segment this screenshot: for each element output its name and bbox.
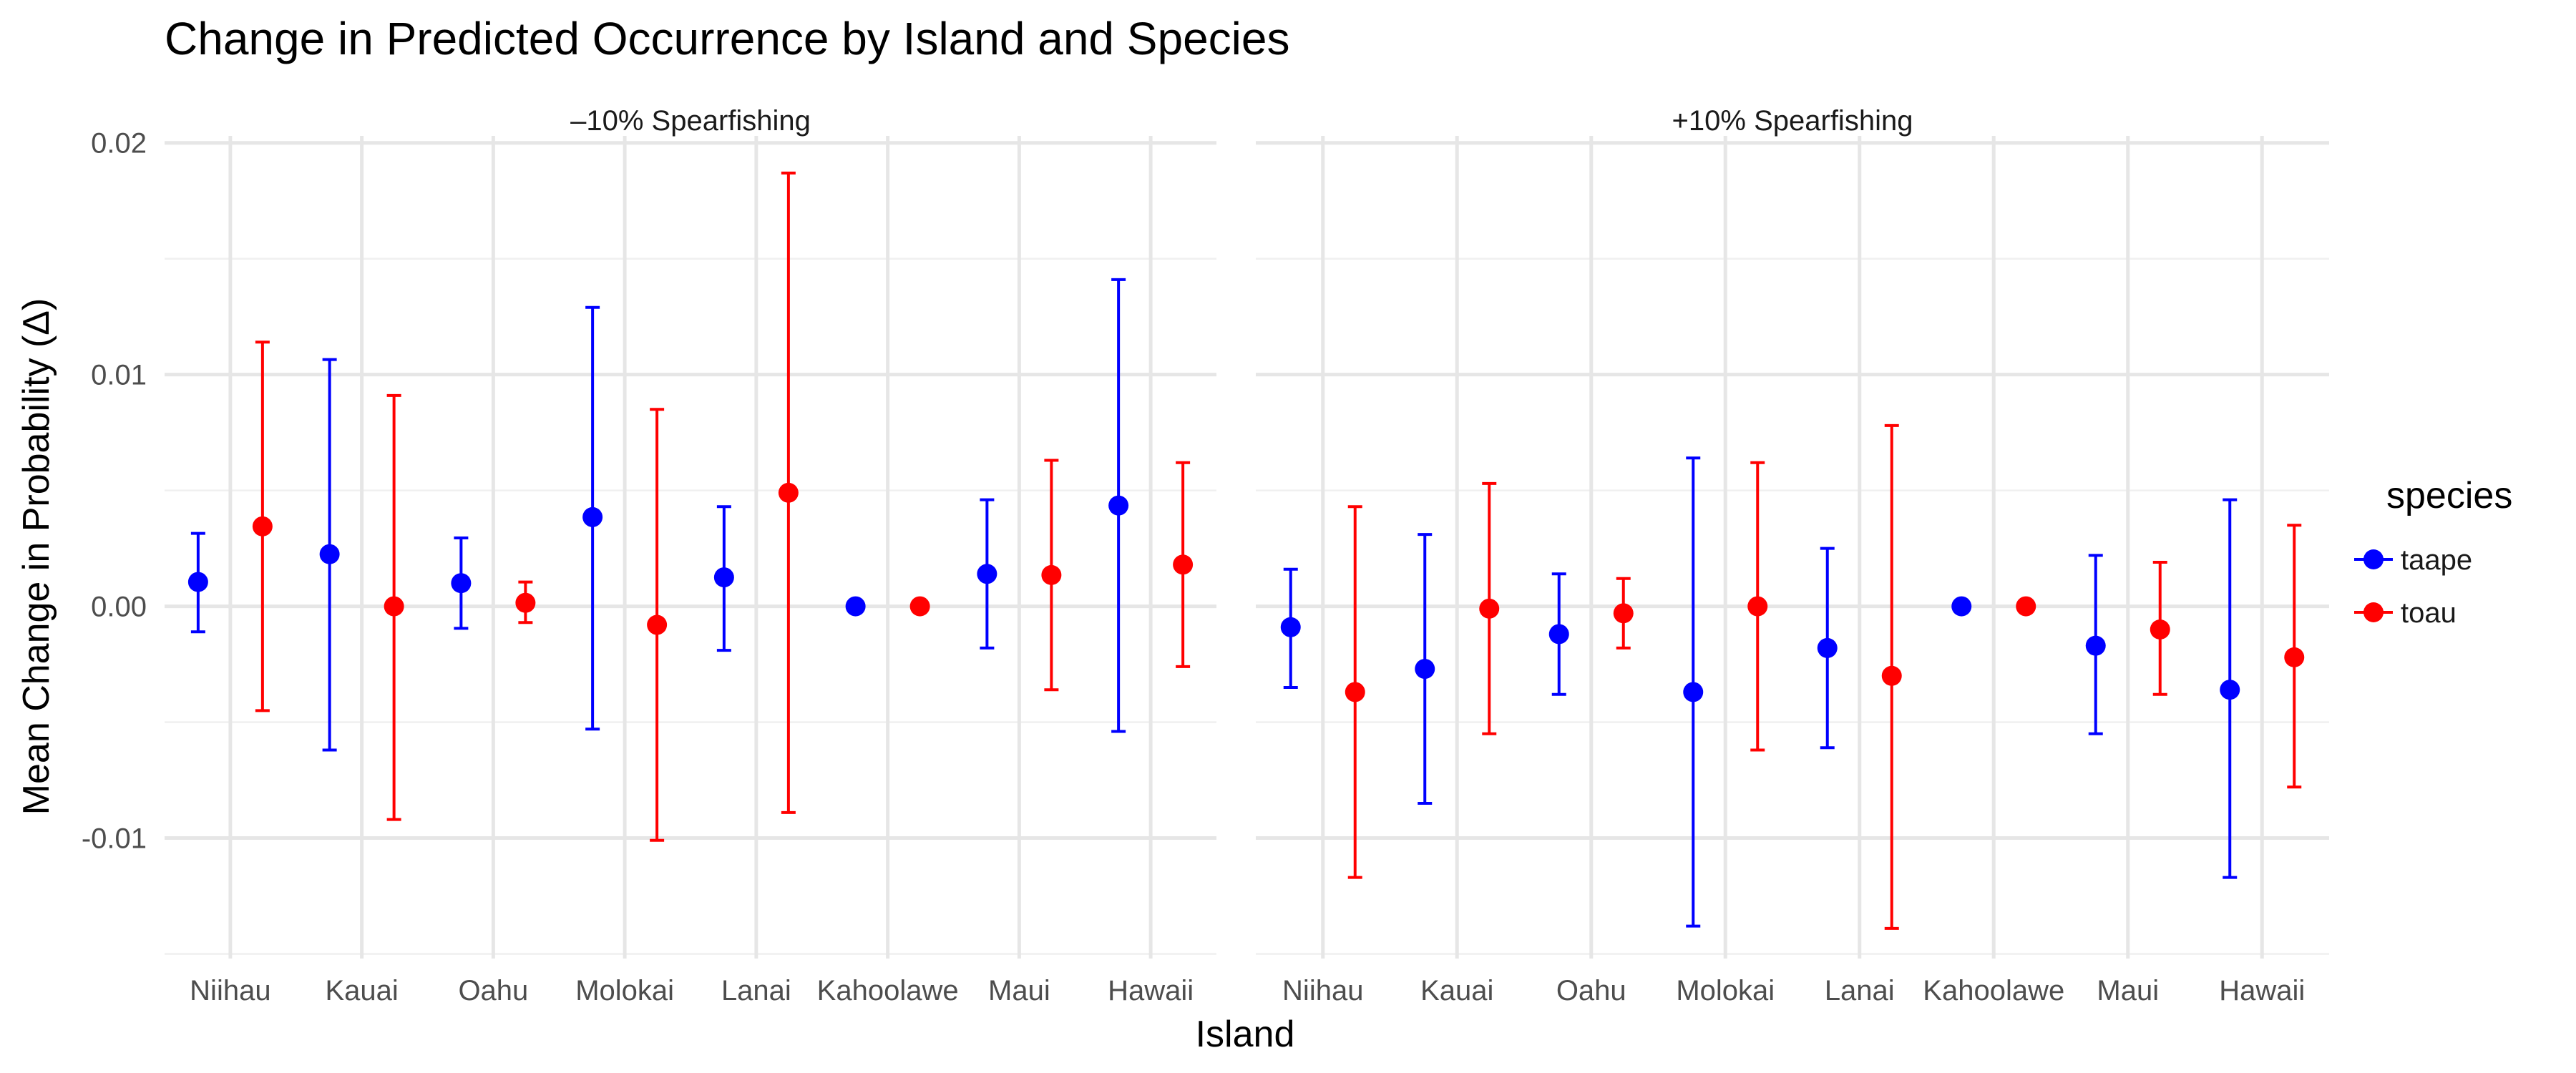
point-toau-kahoolawe xyxy=(909,596,930,617)
point-taape-kauai xyxy=(1415,659,1435,680)
x-tick-label-kahoolawe: Kahoolawe xyxy=(1923,975,2064,1006)
point-taape-maui xyxy=(2085,635,2106,656)
x-tick-label-kahoolawe: Kahoolawe xyxy=(817,975,959,1006)
point-taape-oahu xyxy=(451,573,472,594)
point-toau-lanai xyxy=(1881,665,1902,686)
point-toau-oahu xyxy=(1613,603,1634,624)
point-taape-oahu xyxy=(1548,624,1569,645)
point-taape-kahoolawe xyxy=(845,596,866,617)
point-taape-kauai xyxy=(319,544,340,564)
point-taape-kahoolawe xyxy=(1951,596,1972,617)
panel-strip-label: +10% Spearfishing xyxy=(1672,105,1913,137)
point-toau-oahu xyxy=(515,592,536,613)
y-tick-label: 0.01 xyxy=(91,360,147,391)
legend-label: taape xyxy=(2401,544,2472,576)
point-toau-niihau xyxy=(1345,682,1365,702)
x-tick-label-maui: Maui xyxy=(2097,975,2159,1006)
point-toau-maui xyxy=(2150,619,2170,640)
x-tick-label-niihau: Niihau xyxy=(1282,975,1363,1006)
point-toau-molokai xyxy=(1747,596,1768,617)
legend-item-toau: toau xyxy=(2354,597,2457,629)
x-tick-label-lanai: Lanai xyxy=(721,975,791,1006)
point-taape-hawaii xyxy=(2220,680,2240,700)
x-tick-label-lanai: Lanai xyxy=(1825,975,1895,1006)
series-toau xyxy=(252,171,1194,842)
x-tick-label-maui: Maui xyxy=(988,975,1050,1006)
x-tick-label-kauai: Kauai xyxy=(325,975,398,1006)
x-tick-label-molokai: Molokai xyxy=(1676,975,1775,1006)
legend-title: species xyxy=(2386,475,2512,516)
point-toau-kahoolawe xyxy=(2016,596,2036,617)
point-taape-lanai xyxy=(713,567,734,588)
series-taape xyxy=(1280,456,2240,928)
point-toau-lanai xyxy=(778,482,799,503)
panel-1: –10% Spearfishing 0.02 0.01 0.00 -0.01 Niihau… xyxy=(82,105,1216,1006)
x-axis-title: Island xyxy=(1196,1014,1295,1055)
point-toau-kauai xyxy=(384,596,404,617)
y-axis-title: Mean Change in Probability (Δ) xyxy=(16,298,57,815)
point-toau-maui xyxy=(1041,564,1062,585)
point-taape-hawaii xyxy=(1108,495,1129,516)
legend-item-taape: taape xyxy=(2354,544,2472,576)
panel-2: +10% Spearfishing Niihau Kauai Oahu Molokai L… xyxy=(1256,105,2329,1006)
point-toau-molokai xyxy=(647,614,668,635)
point-taape-lanai xyxy=(1817,637,1838,658)
panel-strip-label: –10% Spearfishing xyxy=(570,105,811,137)
series-toau xyxy=(1345,423,2305,930)
chart-title: Change in Predicted Occurrence by Island… xyxy=(165,13,1289,64)
x-tick-label-hawaii: Hawaii xyxy=(1108,975,1194,1006)
x-tick-label-hawaii: Hawaii xyxy=(2219,975,2305,1006)
point-taape-niihau xyxy=(1280,617,1301,637)
point-taape-molokai xyxy=(1683,682,1704,702)
x-tick-label-oahu: Oahu xyxy=(458,975,528,1006)
y-tick-label: 0.02 xyxy=(91,128,147,160)
x-tick-label-molokai: Molokai xyxy=(575,975,674,1006)
legend: species taape toau xyxy=(2354,475,2512,629)
point-toau-kauai xyxy=(1479,598,1500,619)
legend-key-point xyxy=(2363,549,2384,569)
point-toau-hawaii xyxy=(2284,647,2305,667)
y-tick-label: 0.00 xyxy=(91,592,147,623)
x-tick-label-kauai: Kauai xyxy=(1420,975,1493,1006)
point-toau-hawaii xyxy=(1173,554,1194,575)
point-taape-maui xyxy=(977,564,997,584)
panels: –10% Spearfishing 0.02 0.01 0.00 -0.01 Niihau… xyxy=(82,105,2329,1006)
point-toau-niihau xyxy=(252,516,273,536)
x-tick-label-niihau: Niihau xyxy=(190,975,270,1006)
legend-key-point xyxy=(2363,602,2384,622)
legend-label: toau xyxy=(2401,597,2457,629)
y-tick-label: -0.01 xyxy=(82,823,147,855)
series-taape xyxy=(187,278,1129,752)
point-taape-molokai xyxy=(582,506,603,527)
x-tick-label-oahu: Oahu xyxy=(1556,975,1626,1006)
point-taape-niihau xyxy=(187,572,208,592)
